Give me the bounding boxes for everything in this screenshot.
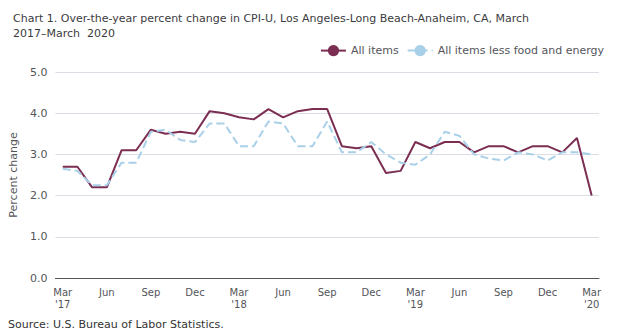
- svg-text:3.0: 3.0: [30, 148, 48, 161]
- svg-text:'17: '17: [55, 299, 70, 310]
- svg-text:2017–March 2020: 2017–March 2020: [13, 27, 115, 40]
- svg-text:Mar: Mar: [582, 287, 602, 298]
- svg-text:All items: All items: [351, 44, 399, 57]
- svg-text:4.0: 4.0: [30, 107, 48, 120]
- svg-text:Jun: Jun: [98, 287, 115, 298]
- svg-text:Sep: Sep: [494, 287, 513, 298]
- svg-text:Mar: Mar: [406, 287, 426, 298]
- svg-text:5.0: 5.0: [30, 66, 48, 79]
- svg-text:All items less food and energy: All items less food and energy: [438, 44, 605, 57]
- svg-text:'18: '18: [231, 299, 246, 310]
- svg-text:Mar: Mar: [53, 287, 73, 298]
- svg-text:'19: '19: [408, 299, 423, 310]
- svg-text:'20: '20: [584, 299, 599, 310]
- svg-text:Dec: Dec: [538, 287, 557, 298]
- svg-text:0.0: 0.0: [30, 272, 48, 285]
- svg-text:Percent change: Percent change: [7, 132, 20, 218]
- svg-text:Jun: Jun: [451, 287, 468, 298]
- svg-text:Mar: Mar: [230, 287, 250, 298]
- svg-text:Dec: Dec: [185, 287, 204, 298]
- svg-text:Chart 1. Over-the-year percent: Chart 1. Over-the-year percent change in…: [13, 12, 529, 25]
- svg-text:2.0: 2.0: [30, 189, 48, 202]
- svg-text:Jun: Jun: [274, 287, 291, 298]
- svg-text:Sep: Sep: [318, 287, 337, 298]
- svg-text:Source: U.S. Bureau of Labor S: Source: U.S. Bureau of Labor Statistics.: [8, 318, 224, 331]
- svg-text:Sep: Sep: [141, 287, 160, 298]
- svg-text:Dec: Dec: [362, 287, 381, 298]
- svg-text:1.0: 1.0: [30, 230, 48, 243]
